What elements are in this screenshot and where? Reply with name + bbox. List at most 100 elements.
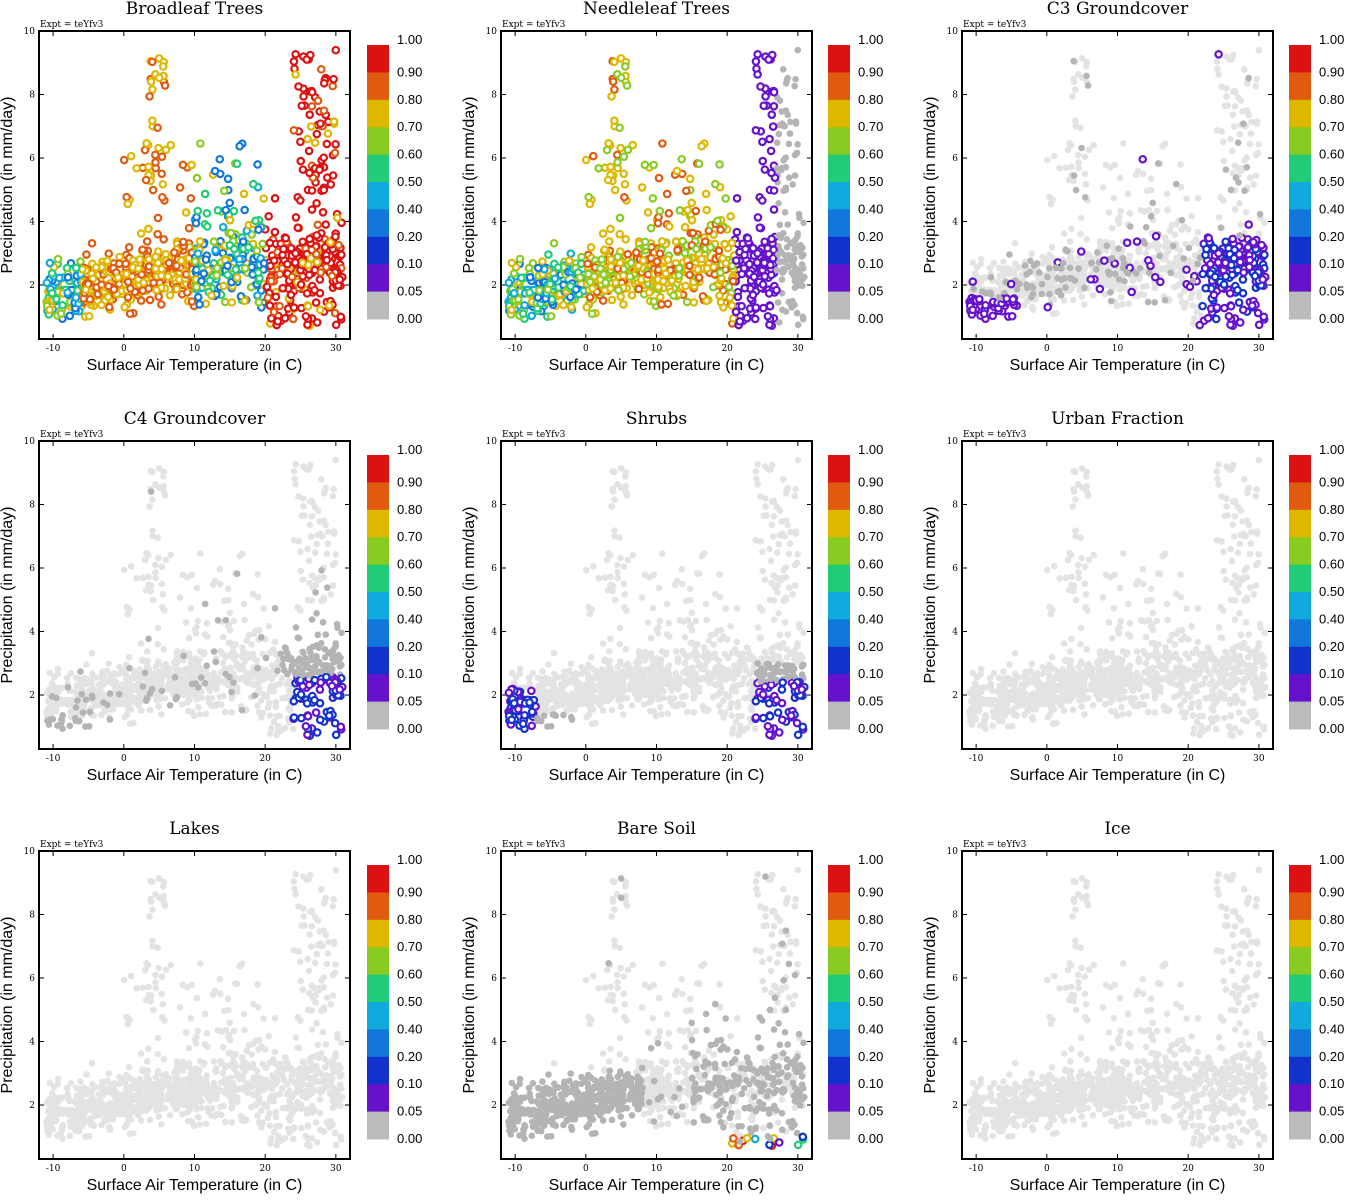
scatter-point: [1083, 72, 1090, 80]
scatter-point: [643, 208, 653, 217]
x-tick-label: 20: [1182, 344, 1194, 354]
scatter-point: [188, 680, 196, 688]
scatter-point-unvalued: [226, 626, 234, 634]
scatter-point-unvalued: [1252, 172, 1260, 179]
scatter-point: [1087, 260, 1095, 267]
scatter-point-unvalued: [620, 711, 627, 718]
colorbar-swatch: [367, 701, 389, 730]
scatter-point: [778, 306, 786, 314]
scatter-point: [760, 237, 769, 247]
scatter-point: [759, 303, 768, 313]
scatter-point-unvalued: [143, 550, 150, 557]
scatter-point: [294, 634, 302, 641]
scatter-point: [763, 311, 773, 321]
scatter-point-unvalued: [1109, 243, 1116, 251]
scatter-point: [672, 166, 682, 176]
panel-title: Needleleaf Trees: [583, 0, 730, 19]
scatter-point-unvalued: [154, 534, 161, 542]
scatter-point-unvalued: [136, 666, 144, 673]
scatter-point: [607, 92, 616, 101]
scatter-point: [193, 206, 203, 216]
scatter-point-unvalued: [308, 498, 316, 506]
scatter-point: [765, 301, 775, 311]
scatter-point: [1256, 210, 1264, 218]
scatter-point-unvalued: [1194, 228, 1202, 236]
scatter-point: [319, 619, 327, 626]
scatter-point-unvalued: [1170, 283, 1178, 291]
scatter-point-unvalued: [240, 600, 248, 608]
scatter-point-unvalued: [323, 550, 331, 558]
scatter-point: [1180, 255, 1187, 262]
scatter-point: [758, 280, 768, 289]
scatter-point-unvalued: [979, 274, 986, 282]
scatter-point: [145, 635, 152, 643]
scatter-point-unvalued: [193, 693, 200, 701]
scatter-point: [313, 220, 323, 230]
scatter-point: [577, 252, 586, 262]
scatter-point-unvalued: [167, 551, 175, 559]
scatter-point-unvalued: [94, 700, 102, 708]
scatter-point-unvalued: [1060, 230, 1068, 237]
scatter-point-unvalued: [98, 711, 105, 719]
scatter-point: [277, 650, 285, 658]
scatter-point: [202, 209, 212, 218]
scatter-point: [287, 654, 295, 662]
scatter-point: [142, 139, 151, 148]
scatter-point: [225, 215, 235, 225]
scatter-point-unvalued: [1243, 154, 1251, 161]
scatter-point: [760, 258, 769, 268]
scatter-point: [165, 290, 175, 300]
scatter-point-unvalued: [221, 652, 229, 659]
scatter-point-unvalued: [1220, 197, 1227, 204]
scatter-point: [748, 290, 758, 300]
scatter-point: [1260, 250, 1269, 260]
scatter-point-unvalued: [194, 703, 202, 711]
scatter-point-unvalued: [192, 629, 200, 637]
scatter-point-unvalued: [162, 556, 170, 564]
scatter-point: [792, 118, 800, 125]
scatter-point: [1119, 254, 1127, 262]
scatter-point: [205, 276, 215, 285]
scatter-point-unvalued: [243, 637, 251, 645]
scatter-point: [147, 488, 155, 495]
scatter-point: [1220, 303, 1229, 313]
scatter-point-unvalued: [152, 663, 160, 671]
colorbar-label: 0.50: [397, 584, 422, 599]
scatter-point-unvalued: [647, 634, 655, 642]
scatter-point: [315, 165, 324, 175]
scatter-point: [1122, 238, 1132, 248]
scatter-point: [1214, 49, 1223, 59]
scatter-point: [1092, 266, 1100, 273]
scatter-point-unvalued: [152, 574, 160, 582]
scatter-point-unvalued: [1240, 66, 1248, 73]
scatter-point: [724, 282, 734, 292]
scatter-point: [782, 186, 790, 194]
scatter-point: [680, 222, 690, 232]
scatter-point: [72, 714, 79, 722]
colorbar-swatch: [1289, 236, 1311, 265]
scatter-point: [1234, 139, 1242, 146]
colorbar-label: 0.00: [1319, 311, 1344, 326]
scatter-point-unvalued: [133, 574, 140, 582]
scatter-point: [658, 139, 667, 148]
scatter-point: [749, 272, 759, 282]
scatter-point-unvalued: [272, 650, 280, 658]
scatter-point: [639, 256, 648, 265]
scatter-point-unvalued: [1187, 294, 1195, 302]
scatter-point-unvalued: [124, 688, 132, 696]
scatter-point: [794, 140, 801, 148]
scatter-point-unvalued: [1089, 291, 1097, 299]
scatter-point-unvalued: [123, 680, 130, 688]
scatter-point-unvalued: [1189, 302, 1197, 309]
scatter-point: [585, 199, 595, 209]
scatter-point: [299, 92, 308, 101]
scatter-point-unvalued: [142, 586, 150, 594]
scatter-point-unvalued: [120, 566, 128, 574]
scatter-point: [671, 237, 681, 246]
scatter-point-unvalued: [1194, 194, 1202, 202]
scatter-point: [1167, 269, 1175, 277]
scatter-point: [769, 186, 779, 195]
scatter-point-unvalued: [146, 706, 154, 714]
scatter-point-unvalued: [1060, 297, 1068, 304]
